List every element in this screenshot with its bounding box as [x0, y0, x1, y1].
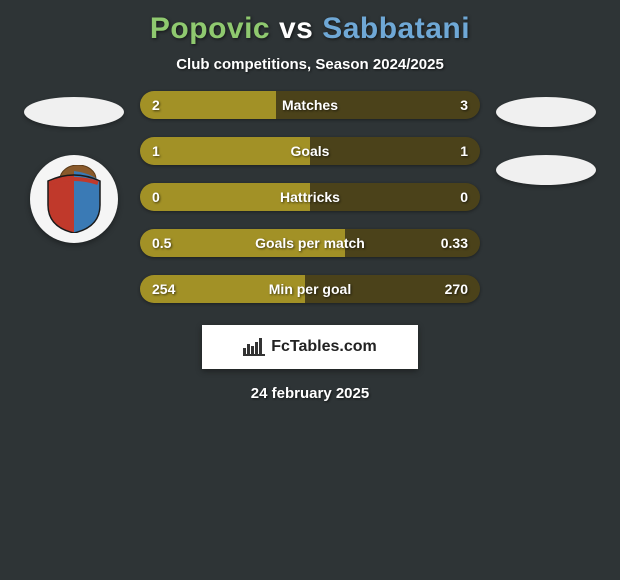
- main-row: 23Matches 11Goals 00Hattricks 0.50.33Goals …: [0, 91, 620, 303]
- left-column: [24, 91, 124, 243]
- stat-bar: 23Matches: [140, 91, 480, 119]
- player1-club-badge: [30, 155, 118, 243]
- bar-label: Goals: [140, 137, 480, 165]
- player1-name: Popovic: [150, 12, 270, 45]
- stat-bars: 23Matches 11Goals 00Hattricks 0.50.33Goals …: [140, 91, 480, 303]
- stat-bar: 00Hattricks: [140, 183, 480, 211]
- right-column: [496, 91, 596, 185]
- season-subtitle: Club competitions, Season 2024/2025: [176, 56, 444, 73]
- stat-bar: 11Goals: [140, 137, 480, 165]
- player2-photo-placeholder: [496, 97, 596, 127]
- player2-club-placeholder: [496, 155, 596, 185]
- comparison-title: Popovic vs Sabbatani: [150, 12, 470, 46]
- bar-label: Goals per match: [140, 229, 480, 257]
- shield-icon: [42, 165, 106, 233]
- source-badge: FcTables.com: [202, 325, 418, 369]
- vs-separator: vs: [279, 12, 313, 45]
- bar-label: Hattricks: [140, 183, 480, 211]
- generation-date: 24 february 2025: [251, 385, 369, 402]
- bar-label: Min per goal: [140, 275, 480, 303]
- stat-bar: 254270Min per goal: [140, 275, 480, 303]
- source-text: FcTables.com: [271, 338, 377, 356]
- bar-label: Matches: [140, 91, 480, 119]
- infographic-root: Popovic vs Sabbatani Club competitions, …: [0, 0, 620, 580]
- barchart-icon: [243, 338, 265, 356]
- stat-bar: 0.50.33Goals per match: [140, 229, 480, 257]
- player1-photo-placeholder: [24, 97, 124, 127]
- player2-name: Sabbatani: [322, 12, 470, 45]
